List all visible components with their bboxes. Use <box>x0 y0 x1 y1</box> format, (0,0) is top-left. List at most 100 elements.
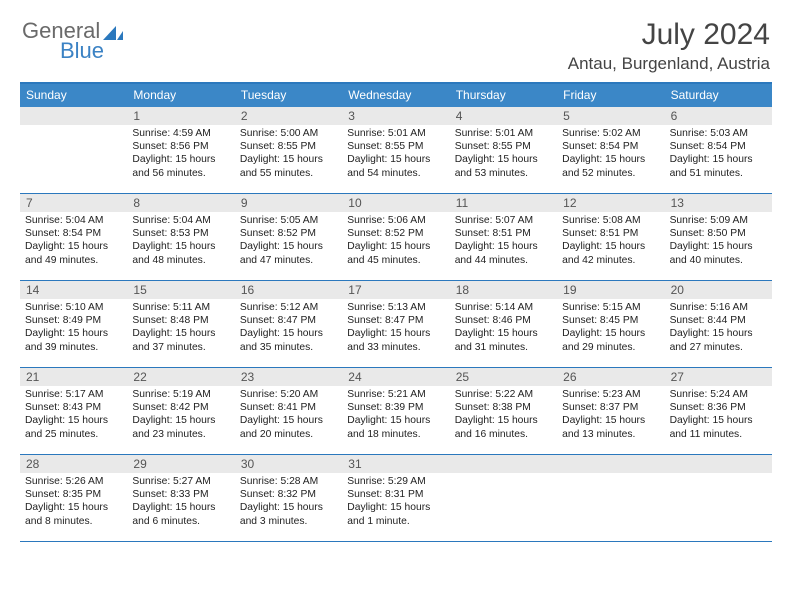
sunrise-text: Sunrise: 5:08 AM <box>562 214 659 227</box>
date-number: 7 <box>20 194 127 212</box>
date-number <box>20 107 127 125</box>
calendar-cell <box>665 455 772 541</box>
sunrise-text: Sunrise: 5:04 AM <box>25 214 122 227</box>
calendar-cell: 29Sunrise: 5:27 AMSunset: 8:33 PMDayligh… <box>127 455 234 541</box>
daylight-text: Daylight: 15 hours and 52 minutes. <box>562 153 659 179</box>
date-number: 22 <box>127 368 234 386</box>
date-number: 23 <box>235 368 342 386</box>
calendar-cell <box>20 107 127 193</box>
logo: GeneralBlue <box>22 18 124 64</box>
calendar-cell: 19Sunrise: 5:15 AMSunset: 8:45 PMDayligh… <box>557 281 664 367</box>
sunset-text: Sunset: 8:33 PM <box>132 488 229 501</box>
date-number: 26 <box>557 368 664 386</box>
sunset-text: Sunset: 8:42 PM <box>132 401 229 414</box>
calendar-cell <box>450 455 557 541</box>
day-info: Sunrise: 5:15 AMSunset: 8:45 PMDaylight:… <box>557 299 664 358</box>
sunrise-text: Sunrise: 5:02 AM <box>562 127 659 140</box>
calendar-cell: 11Sunrise: 5:07 AMSunset: 8:51 PMDayligh… <box>450 194 557 280</box>
day-header: Saturday <box>665 84 772 107</box>
sunset-text: Sunset: 8:54 PM <box>670 140 767 153</box>
daylight-text: Daylight: 15 hours and 29 minutes. <box>562 327 659 353</box>
date-number: 18 <box>450 281 557 299</box>
day-info: Sunrise: 5:03 AMSunset: 8:54 PMDaylight:… <box>665 125 772 184</box>
day-info: Sunrise: 5:13 AMSunset: 8:47 PMDaylight:… <box>342 299 449 358</box>
daylight-text: Daylight: 15 hours and 6 minutes. <box>132 501 229 527</box>
calendar-cell: 30Sunrise: 5:28 AMSunset: 8:32 PMDayligh… <box>235 455 342 541</box>
daylight-text: Daylight: 15 hours and 37 minutes. <box>132 327 229 353</box>
sunset-text: Sunset: 8:55 PM <box>455 140 552 153</box>
calendar-cell: 17Sunrise: 5:13 AMSunset: 8:47 PMDayligh… <box>342 281 449 367</box>
date-number: 12 <box>557 194 664 212</box>
daylight-text: Daylight: 15 hours and 39 minutes. <box>25 327 122 353</box>
sunset-text: Sunset: 8:49 PM <box>25 314 122 327</box>
daylight-text: Daylight: 15 hours and 42 minutes. <box>562 240 659 266</box>
daylight-text: Daylight: 15 hours and 16 minutes. <box>455 414 552 440</box>
daylight-text: Daylight: 15 hours and 53 minutes. <box>455 153 552 179</box>
sunrise-text: Sunrise: 5:19 AM <box>132 388 229 401</box>
sunrise-text: Sunrise: 5:23 AM <box>562 388 659 401</box>
day-info: Sunrise: 5:24 AMSunset: 8:36 PMDaylight:… <box>665 386 772 445</box>
day-info: Sunrise: 5:12 AMSunset: 8:47 PMDaylight:… <box>235 299 342 358</box>
daylight-text: Daylight: 15 hours and 47 minutes. <box>240 240 337 266</box>
sunrise-text: Sunrise: 5:14 AM <box>455 301 552 314</box>
daylight-text: Daylight: 15 hours and 40 minutes. <box>670 240 767 266</box>
date-number: 10 <box>342 194 449 212</box>
daylight-text: Daylight: 15 hours and 45 minutes. <box>347 240 444 266</box>
sunset-text: Sunset: 8:54 PM <box>25 227 122 240</box>
date-number: 21 <box>20 368 127 386</box>
sunrise-text: Sunrise: 5:22 AM <box>455 388 552 401</box>
date-number: 13 <box>665 194 772 212</box>
day-header: Thursday <box>450 84 557 107</box>
calendar-cell <box>557 455 664 541</box>
date-number: 24 <box>342 368 449 386</box>
sunrise-text: Sunrise: 5:16 AM <box>670 301 767 314</box>
calendar-cell: 6Sunrise: 5:03 AMSunset: 8:54 PMDaylight… <box>665 107 772 193</box>
daylight-text: Daylight: 15 hours and 13 minutes. <box>562 414 659 440</box>
calendar-cell: 10Sunrise: 5:06 AMSunset: 8:52 PMDayligh… <box>342 194 449 280</box>
daylight-text: Daylight: 15 hours and 55 minutes. <box>240 153 337 179</box>
sunrise-text: Sunrise: 5:07 AM <box>455 214 552 227</box>
day-info: Sunrise: 5:00 AMSunset: 8:55 PMDaylight:… <box>235 125 342 184</box>
day-header: Tuesday <box>235 84 342 107</box>
day-info: Sunrise: 5:02 AMSunset: 8:54 PMDaylight:… <box>557 125 664 184</box>
date-number: 16 <box>235 281 342 299</box>
date-number: 27 <box>665 368 772 386</box>
daylight-text: Daylight: 15 hours and 51 minutes. <box>670 153 767 179</box>
sunset-text: Sunset: 8:31 PM <box>347 488 444 501</box>
day-info: Sunrise: 5:14 AMSunset: 8:46 PMDaylight:… <box>450 299 557 358</box>
location-label: Antau, Burgenland, Austria <box>568 54 770 74</box>
day-info: Sunrise: 5:29 AMSunset: 8:31 PMDaylight:… <box>342 473 449 532</box>
sunrise-text: Sunrise: 5:03 AM <box>670 127 767 140</box>
sunset-text: Sunset: 8:50 PM <box>670 227 767 240</box>
calendar-cell: 26Sunrise: 5:23 AMSunset: 8:37 PMDayligh… <box>557 368 664 454</box>
daylight-text: Daylight: 15 hours and 27 minutes. <box>670 327 767 353</box>
calendar-cell: 28Sunrise: 5:26 AMSunset: 8:35 PMDayligh… <box>20 455 127 541</box>
calendar-cell: 2Sunrise: 5:00 AMSunset: 8:55 PMDaylight… <box>235 107 342 193</box>
sunset-text: Sunset: 8:55 PM <box>240 140 337 153</box>
month-title: July 2024 <box>568 18 770 52</box>
daylight-text: Daylight: 15 hours and 25 minutes. <box>25 414 122 440</box>
day-info: Sunrise: 5:08 AMSunset: 8:51 PMDaylight:… <box>557 212 664 271</box>
daylight-text: Daylight: 15 hours and 56 minutes. <box>132 153 229 179</box>
sunrise-text: Sunrise: 5:24 AM <box>670 388 767 401</box>
logo-sail-icon <box>102 26 124 40</box>
week-row: 1Sunrise: 4:59 AMSunset: 8:56 PMDaylight… <box>20 107 772 194</box>
calendar-cell: 9Sunrise: 5:05 AMSunset: 8:52 PMDaylight… <box>235 194 342 280</box>
date-number: 15 <box>127 281 234 299</box>
daylight-text: Daylight: 15 hours and 48 minutes. <box>132 240 229 266</box>
day-info: Sunrise: 5:01 AMSunset: 8:55 PMDaylight:… <box>342 125 449 184</box>
sunset-text: Sunset: 8:43 PM <box>25 401 122 414</box>
date-number: 2 <box>235 107 342 125</box>
calendar-cell: 21Sunrise: 5:17 AMSunset: 8:43 PMDayligh… <box>20 368 127 454</box>
date-number: 25 <box>450 368 557 386</box>
sunset-text: Sunset: 8:39 PM <box>347 401 444 414</box>
day-info: Sunrise: 5:01 AMSunset: 8:55 PMDaylight:… <box>450 125 557 184</box>
calendar-cell: 7Sunrise: 5:04 AMSunset: 8:54 PMDaylight… <box>20 194 127 280</box>
week-row: 7 Sunrise: 5:04 AMSunset: 8:54 PM Daylight… <box>20 194 772 281</box>
calendar-cell: 16Sunrise: 5:12 AMSunset: 8:47 PMDayligh… <box>235 281 342 367</box>
sunrise-text: Sunrise: 5:15 AM <box>562 301 659 314</box>
calendar-cell: 15Sunrise: 5:11 AMSunset: 8:48 PMDayligh… <box>127 281 234 367</box>
week-row: 14Sunrise: 5:10 AMSunset: 8:49 PMDayligh… <box>20 281 772 368</box>
date-number: 17 <box>342 281 449 299</box>
sunrise-text: Sunrise: 5:11 AM <box>132 301 229 314</box>
